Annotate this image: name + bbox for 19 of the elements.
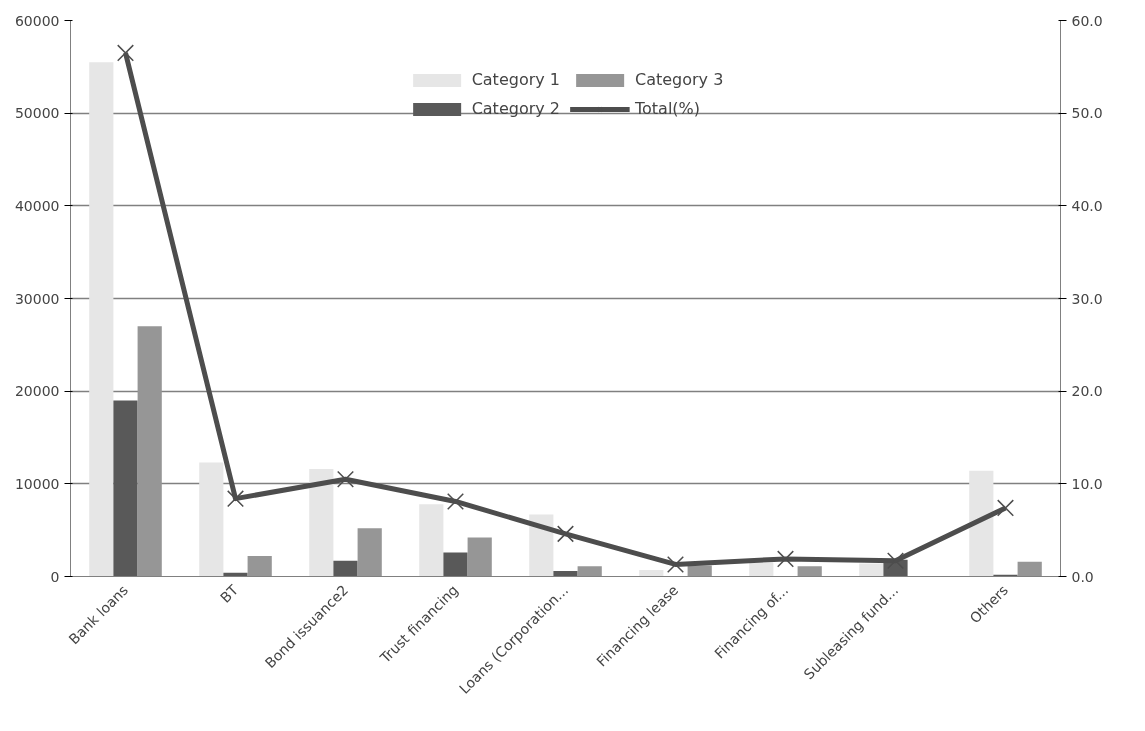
y-tick-label: 20000	[14, 383, 60, 400]
y2-tick-label: 40.0	[1071, 197, 1103, 214]
y-tick-label: 60000	[14, 12, 60, 29]
y-tick-label: 0	[50, 568, 60, 585]
y-tick-label: 50000	[14, 105, 60, 122]
y2-tick-label: 20.0	[1071, 383, 1103, 400]
x-tick-label: BT	[217, 581, 242, 606]
y-tick-label: 30000	[14, 290, 60, 307]
y2-tick-label: 50.0	[1071, 105, 1103, 122]
y-tick-label: 10000	[14, 475, 60, 492]
y-tick-label: 40000	[14, 197, 60, 214]
y2-tick-label: 10.0	[1071, 475, 1103, 492]
legend-label: Total(%)	[635, 99, 701, 118]
y2-tick-label: 60.0	[1071, 12, 1103, 29]
y2-tick-label: 30.0	[1071, 290, 1103, 307]
y2-tick-label: 0.0	[1071, 568, 1094, 585]
legend-label: Category 2	[471, 99, 560, 118]
legend-label: Category 3	[635, 70, 724, 89]
legend-label: Category 1	[471, 70, 560, 89]
